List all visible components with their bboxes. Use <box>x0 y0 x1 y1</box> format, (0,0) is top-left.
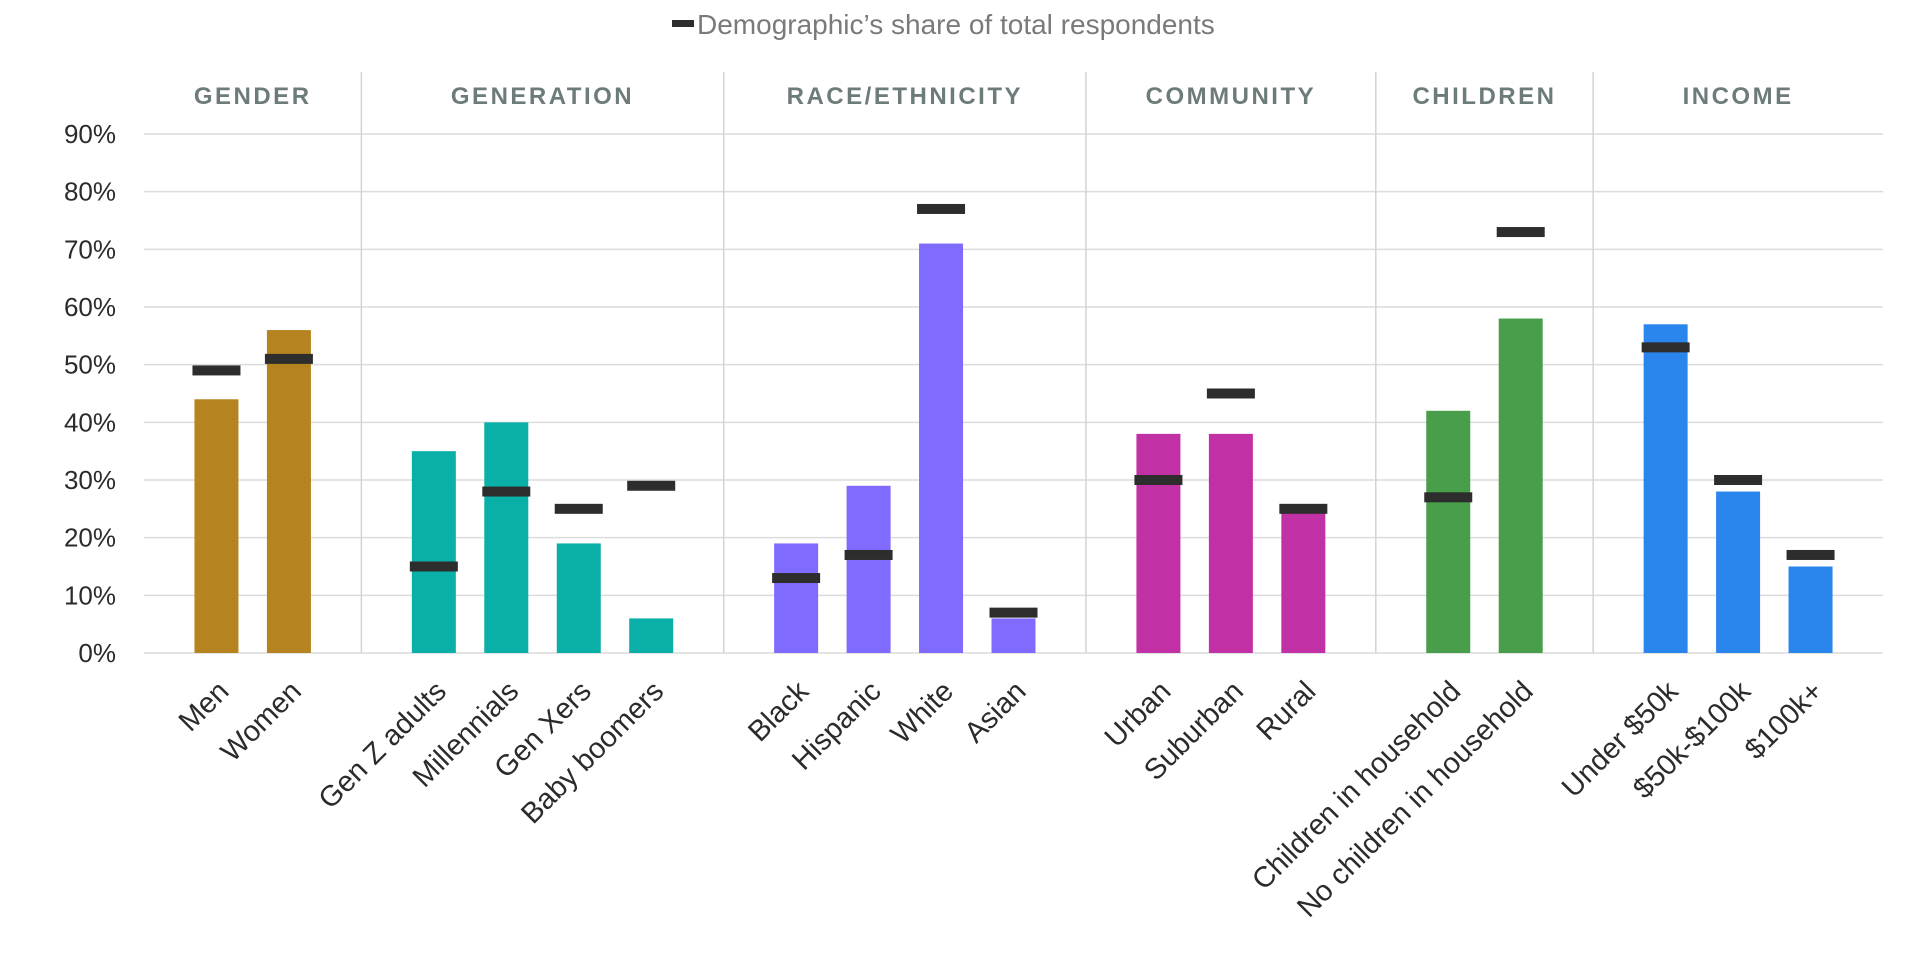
category-label-women: Women <box>215 675 308 768</box>
category-label-100k: $100k+ <box>1739 675 1829 765</box>
share-marker-baby-boomers <box>627 480 676 491</box>
group-title-income: INCOME <box>1683 83 1794 110</box>
bar-urban <box>1136 433 1181 653</box>
y-tick-label: 40% <box>64 407 116 437</box>
share-marker-women <box>264 353 313 364</box>
share-marker-rural <box>1279 503 1328 514</box>
bar-100k <box>1788 566 1833 653</box>
bars <box>194 243 1833 654</box>
group-title-gender: GENDER <box>194 83 312 110</box>
y-tick-label: 80% <box>64 177 116 207</box>
bar-millennials <box>484 422 529 653</box>
category-label-rural: Rural <box>1251 675 1323 747</box>
share-marker-asian <box>989 607 1038 618</box>
legend: Demographic’s share of total respondents <box>672 9 1215 40</box>
bar-women <box>266 330 311 653</box>
y-tick-label: 0% <box>78 638 116 668</box>
bar-no-children-in-household <box>1498 318 1543 653</box>
bar-children-in-household <box>1426 410 1471 653</box>
legend-label: Demographic’s share of total respondents <box>697 9 1215 40</box>
share-marker-no-children-in-household <box>1496 227 1545 238</box>
bar-baby-boomers <box>629 618 674 653</box>
category-label-men: Men <box>173 675 236 738</box>
share-marker-white <box>917 203 966 214</box>
y-axis-ticks: 0% 10% 20% 30% 40% 50% 60% 70% 80% 90% <box>64 119 116 668</box>
group-title-generation: GENERATION <box>451 83 634 110</box>
share-marker-black <box>772 573 821 584</box>
category-label-asian: Asian <box>959 675 1033 749</box>
group-title-children: CHILDREN <box>1412 83 1556 110</box>
y-tick-label: 10% <box>64 580 116 610</box>
share-marker-under-50k <box>1641 342 1690 353</box>
y-tick-label: 50% <box>64 350 116 380</box>
legend-marker-swatch <box>672 20 694 27</box>
bar-gen-z-adults <box>411 451 456 653</box>
share-marker-50k-100k <box>1714 475 1763 485</box>
y-tick-label: 60% <box>64 292 116 322</box>
group-titles: GENDER GENERATION RACE/ETHNICITY COMMUNITY C… <box>194 83 1794 110</box>
share-marker-millennials <box>482 486 531 497</box>
bar-black <box>774 543 819 653</box>
bar-rural <box>1281 508 1326 653</box>
bar-gen-xers <box>556 543 601 653</box>
bar-white <box>919 243 964 654</box>
category-label-white: White <box>885 675 960 750</box>
bar-suburban <box>1208 433 1253 653</box>
share-marker-100k <box>1786 549 1835 560</box>
share-marker-gen-xers <box>554 503 603 514</box>
y-tick-label: 30% <box>64 465 116 495</box>
gridlines <box>144 133 1883 654</box>
bar-under-50k <box>1643 324 1688 653</box>
bar-asian <box>991 618 1036 653</box>
y-tick-label: 90% <box>64 119 116 149</box>
group-title-community: COMMUNITY <box>1146 83 1316 110</box>
share-marker-gen-z-adults <box>409 561 458 572</box>
share-marker-children-in-household <box>1424 492 1473 503</box>
bar-hispanic <box>846 485 891 653</box>
share-marker-hispanic <box>844 549 893 560</box>
bar-50k-100k <box>1716 491 1761 653</box>
share-marker-men <box>192 365 241 376</box>
group-separators <box>360 72 1594 653</box>
group-title-race-ethnicity: RACE/ETHNICITY <box>787 83 1023 110</box>
share-markers <box>192 203 1835 618</box>
bar-men <box>194 399 239 653</box>
y-tick-label: 20% <box>64 523 116 553</box>
share-marker-suburban <box>1206 388 1255 399</box>
share-marker-urban <box>1134 475 1183 485</box>
y-tick-label: 70% <box>64 234 116 264</box>
